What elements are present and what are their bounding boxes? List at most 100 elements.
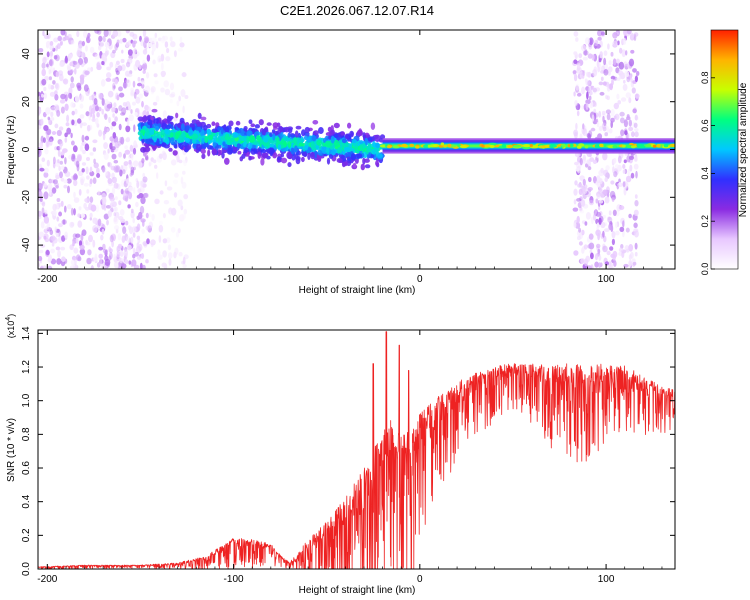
- spectrogram-cell: [239, 136, 246, 142]
- spectrogram-cell: [95, 105, 99, 112]
- spectrogram-cell: [132, 101, 136, 106]
- spectrogram-cell: [177, 47, 184, 52]
- spectrogram-cell: [224, 133, 230, 141]
- spectrogram-cell: [234, 127, 240, 131]
- spectrogram-cell: [170, 132, 174, 138]
- spectrogram-cell: [377, 153, 383, 158]
- spectrogram-cell: [294, 130, 299, 138]
- spectrogram-cell: [576, 92, 582, 97]
- spectrogram-cell: [612, 254, 616, 261]
- carrier-hotspot: [529, 143, 533, 148]
- spectrogram-cell: [331, 149, 336, 156]
- spectrogram-cell: [111, 146, 116, 151]
- snr-x-ticks: -200 -100 0 100: [37, 330, 663, 585]
- spectrogram-cell: [599, 91, 605, 96]
- spectrogram-cell: [104, 50, 108, 57]
- spectrogram-cell: [618, 247, 624, 253]
- spectrogram-cell: [191, 119, 198, 125]
- spectrogram-cell: [122, 190, 128, 198]
- spectrogram-cell: [602, 230, 605, 238]
- spectrogram-cell: [579, 206, 583, 212]
- spectrogram-cell: [63, 179, 68, 184]
- spectrogram-cell: [43, 182, 47, 188]
- spectrogram-cell: [577, 183, 583, 188]
- spectrogram-cell: [85, 241, 91, 246]
- spectrogram-cell: [598, 58, 602, 63]
- spectrogram-cell: [113, 165, 119, 173]
- spectrogram-cell: [100, 79, 106, 87]
- spectrogram-cell: [603, 57, 607, 66]
- carrier-hotspot: [652, 144, 657, 148]
- snr-frame: [37, 329, 676, 570]
- spectrogram-cell: [104, 265, 108, 269]
- spectrogram-cell: [628, 97, 632, 104]
- spectrogram-cell: [118, 105, 123, 112]
- spectrogram-cell: [142, 110, 147, 118]
- spectrogram-cell: [131, 259, 137, 267]
- spectrogram-cell: [633, 122, 638, 128]
- spectrogram-cell: [84, 135, 90, 141]
- spectrogram-cell: [604, 261, 610, 266]
- spectrogram-cell: [609, 246, 614, 251]
- spectrogram-cell: [49, 44, 54, 51]
- spectrogram-cell: [113, 159, 119, 164]
- spectrogram-cell: [137, 188, 142, 194]
- spectrogram-cell: [160, 129, 165, 136]
- spectrogram-cell: [578, 227, 582, 233]
- spectrogram-cell: [47, 116, 51, 121]
- spectrogram-y-ticks: -40 -20 0 20 40: [21, 48, 675, 252]
- spectrogram-cell: [56, 216, 60, 222]
- spectrogram-cell: [313, 130, 319, 136]
- spectrogram-cell: [133, 91, 137, 99]
- spectrogram-cell: [47, 138, 52, 143]
- spectrogram-cell: [207, 149, 211, 157]
- spectrogram-cell: [324, 140, 331, 148]
- spectrogram-cell: [69, 265, 76, 269]
- spectrogram-cell: [143, 192, 149, 199]
- spectrogram-cell: [142, 176, 148, 183]
- spectrogram-cell: [92, 239, 96, 248]
- spectrogram-cell: [132, 253, 136, 259]
- spectrogram-cell: [146, 72, 150, 79]
- spectrogram-cell: [158, 153, 163, 159]
- spectrogram-cell: [125, 125, 131, 133]
- y-tick-label: 1.2: [21, 360, 32, 374]
- spectrogram-cell: [46, 51, 50, 58]
- spectrogram-cell: [60, 30, 66, 36]
- spectrogram-cell: [246, 130, 253, 137]
- spectrogram-cell: [184, 137, 190, 143]
- spectrogram-cell: [128, 260, 132, 265]
- spectrogram-cell: [149, 128, 155, 136]
- spectrogram-cell: [598, 199, 604, 204]
- spectrogram-cell: [310, 151, 315, 160]
- spectrogram-cell: [169, 93, 175, 98]
- spectrogram-cell: [126, 136, 131, 143]
- spectrogram-cell: [215, 137, 220, 142]
- spectrogram-cell: [587, 153, 592, 158]
- spectrogram-cell: [80, 213, 86, 218]
- spectrogram-cell: [77, 58, 84, 65]
- spectrogram-cell: [43, 191, 49, 200]
- spectrogram-cell: [344, 135, 350, 140]
- spectrogram-cell: [48, 58, 54, 67]
- spectrogram-cell: [295, 125, 302, 130]
- spectrogram-cell: [635, 170, 638, 179]
- spectrogram-cell: [181, 72, 187, 78]
- carrier-hotspot: [594, 144, 599, 148]
- spectrogram-cell: [574, 180, 578, 186]
- spectrogram-cell: [178, 251, 183, 257]
- spectrogram-cell: [633, 163, 639, 170]
- spectrogram-cell: [265, 148, 272, 153]
- spectrogram-cell: [144, 37, 149, 44]
- spectrogram-cell: [613, 171, 618, 178]
- spectrogram-cell: [175, 112, 179, 119]
- spectrogram-cell: [301, 151, 308, 157]
- spectrogram-cell: [95, 117, 99, 125]
- spectrogram-cell: [257, 151, 262, 159]
- spectrogram-cell: [73, 197, 80, 204]
- spectrogram-cell: [578, 188, 583, 195]
- spectrogram-cell: [622, 164, 626, 169]
- spectrogram-cell: [66, 178, 72, 184]
- spectrogram-cell: [44, 75, 50, 81]
- spectrogram-cell: [125, 42, 129, 48]
